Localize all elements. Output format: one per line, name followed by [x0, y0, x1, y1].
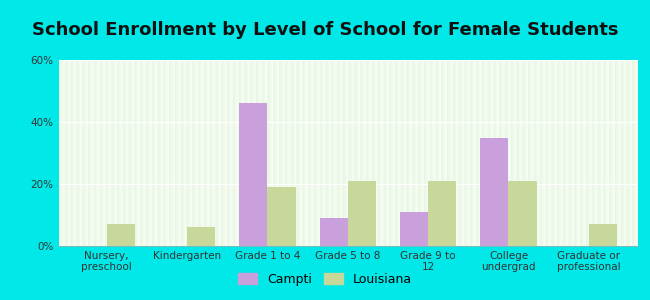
Legend: Campti, Louisiana: Campti, Louisiana: [233, 268, 417, 291]
Bar: [320, 218, 348, 246]
Bar: [400, 212, 428, 246]
Text: School Enrollment by Level of School for Female Students: School Enrollment by Level of School for…: [32, 21, 618, 39]
Bar: [267, 187, 296, 246]
Bar: [239, 103, 267, 246]
Bar: [589, 224, 617, 246]
Bar: [107, 224, 135, 246]
Bar: [187, 227, 215, 246]
Bar: [508, 181, 536, 246]
Bar: [348, 181, 376, 246]
Bar: [480, 137, 508, 246]
Bar: [428, 181, 456, 246]
